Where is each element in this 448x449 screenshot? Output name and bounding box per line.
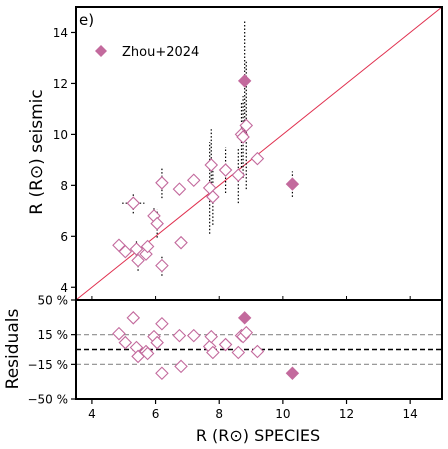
residual-point xyxy=(186,328,201,343)
residual-point xyxy=(206,345,220,360)
residual-y-tick-label: −50 % xyxy=(27,393,68,407)
legend-marker xyxy=(95,45,107,57)
x-tick-label: 10 xyxy=(275,407,290,421)
data-point xyxy=(174,235,188,250)
residual-point xyxy=(172,328,187,343)
residual-point xyxy=(250,344,265,359)
y-tick-label: 8 xyxy=(60,179,68,193)
axes xyxy=(75,6,443,400)
data-point xyxy=(231,168,246,182)
data-point xyxy=(218,163,233,177)
residual-panel-frame xyxy=(75,299,443,400)
x-tick-label: 8 xyxy=(215,407,223,421)
data-point xyxy=(239,118,254,133)
residual-y-tick-label: 15 % xyxy=(38,328,69,342)
residual-point xyxy=(150,335,164,350)
zhou-point xyxy=(285,177,300,191)
residual-point xyxy=(140,346,155,361)
x-tick-label: 4 xyxy=(88,407,96,421)
y-tick-label: 10 xyxy=(53,128,68,142)
data-point xyxy=(250,151,265,166)
data-point xyxy=(204,158,219,172)
data-point xyxy=(129,242,144,256)
data-point xyxy=(186,173,201,188)
data-point xyxy=(155,258,169,273)
y-tick-label: 6 xyxy=(60,230,68,244)
data-point xyxy=(118,244,133,259)
residual-point xyxy=(155,366,169,381)
ticks: 4 6 8 10 12 14 50 % 15 % −15 % −50 % 4 6 8 10 12 14 xyxy=(27,26,417,421)
legend: Zhou+2024 xyxy=(95,45,199,60)
residual-point xyxy=(239,325,254,340)
zhou-residual-point xyxy=(237,311,252,325)
zhou-residual-point xyxy=(285,366,300,380)
residual-point xyxy=(174,359,188,374)
x-tick-label: 12 xyxy=(339,407,354,421)
y-axis-label-residuals: Residuals xyxy=(3,309,23,390)
residual-point xyxy=(218,337,233,352)
x-axis-label: R (R⊙) SPECIES xyxy=(196,426,320,445)
residual-point xyxy=(204,329,219,344)
y-tick-label: 12 xyxy=(53,77,68,91)
data-point xyxy=(206,190,220,204)
residual-point xyxy=(118,335,133,350)
data-point xyxy=(150,216,164,231)
y-tick-label: 4 xyxy=(60,281,68,295)
data-point xyxy=(155,176,169,190)
data-points xyxy=(112,74,300,381)
x-tick-label: 14 xyxy=(403,407,418,421)
data-point xyxy=(236,130,250,144)
residual-point xyxy=(231,345,246,360)
legend-label: Zhou+2024 xyxy=(122,45,199,60)
x-tick-label: 6 xyxy=(152,407,160,421)
residual-point xyxy=(155,316,169,331)
y-tick-label: 14 xyxy=(53,26,68,40)
y-axis-label-main: R (R⊙) seismic xyxy=(27,89,47,214)
residual-y-tick-label: −15 % xyxy=(27,358,68,372)
zhou-point xyxy=(237,74,252,88)
residual-y-tick-label: 50 % xyxy=(38,294,69,308)
data-point xyxy=(131,253,145,268)
data-point xyxy=(172,182,187,196)
panel-label: e) xyxy=(79,11,94,29)
data-point xyxy=(126,196,141,210)
residual-point xyxy=(112,326,126,341)
residual-point xyxy=(126,311,141,325)
data-point xyxy=(140,239,155,254)
